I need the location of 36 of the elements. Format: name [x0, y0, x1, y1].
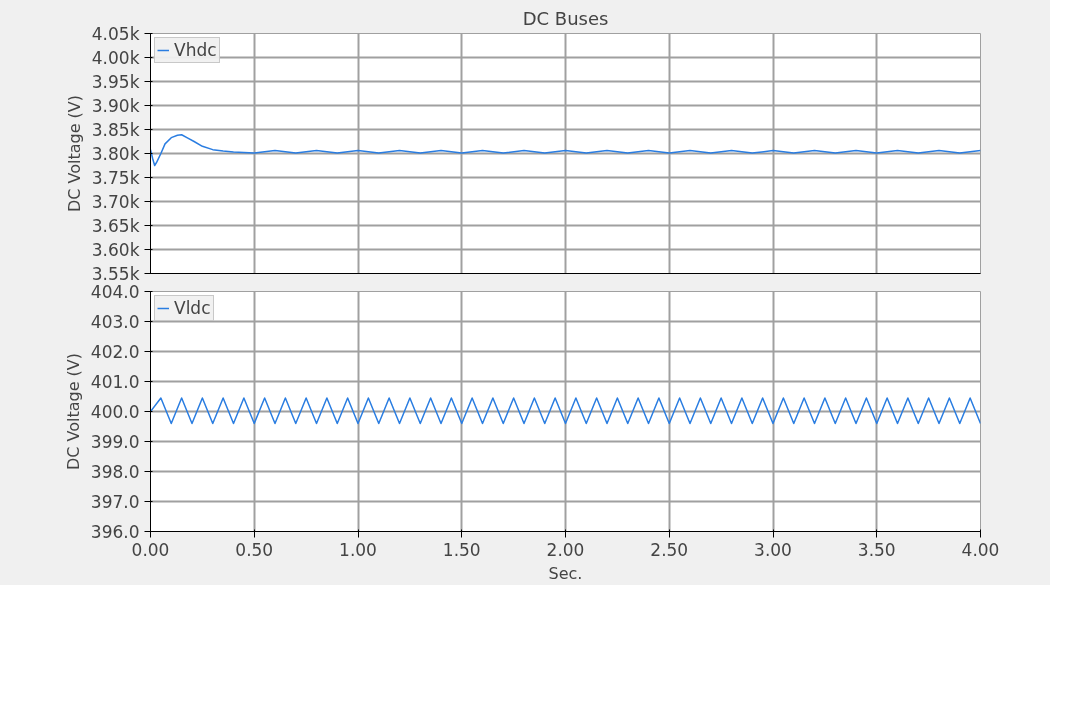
y-axis-title: DC Voltage (V) [63, 352, 83, 471]
x-axis-title: Sec. [548, 563, 583, 583]
x-tick-label: 0.50 [235, 539, 274, 560]
x-tick-label: 3.50 [857, 539, 896, 560]
y-tick-label: 3.65k [91, 215, 140, 236]
x-tick-label: 2.00 [546, 539, 585, 560]
y-tick-label: 404.0 [90, 282, 140, 302]
y-tick-label: 401.0 [90, 372, 140, 392]
y-tick-label: 396.0 [90, 522, 140, 542]
x-tick-label: 4.00 [961, 539, 1000, 560]
y-tick-label: 3.70k [91, 191, 140, 212]
y-tick-label: 3.95k [91, 71, 140, 92]
y-tick-label: 398.0 [90, 462, 140, 482]
y-tick-label: 403.0 [90, 312, 140, 332]
line-series [150, 134, 981, 167]
x-tick-label: 1.50 [442, 539, 481, 560]
y-tick-label: 3.85k [91, 119, 140, 140]
y-tick-label: 3.90k [91, 95, 140, 116]
y-tick-label: 3.75k [91, 167, 140, 188]
y-tick-label: 399.0 [90, 432, 140, 452]
y-tick-label: 400.0 [90, 402, 140, 422]
x-tick-label: 0.00 [131, 539, 170, 560]
y-tick-label: 3.60k [91, 239, 140, 260]
y-tick-label: 4.05k [91, 23, 140, 44]
x-tick-label: 1.00 [339, 539, 377, 560]
x-tick-label: 2.50 [650, 539, 689, 560]
legend-label: Vhdc [174, 40, 217, 60]
y-tick-label: 402.0 [90, 342, 140, 362]
y-tick-label: 3.80k [91, 143, 140, 164]
legend-label: Vldc [174, 298, 211, 318]
chart-title: DC Buses [522, 7, 609, 29]
x-tick-label: 3.00 [754, 539, 792, 560]
y-tick-label: 4.00k [91, 47, 140, 68]
y-tick-label: 3.55k [91, 263, 140, 284]
y-tick-label: 397.0 [90, 492, 140, 512]
y-axis-title: DC Voltage (V) [64, 94, 84, 213]
